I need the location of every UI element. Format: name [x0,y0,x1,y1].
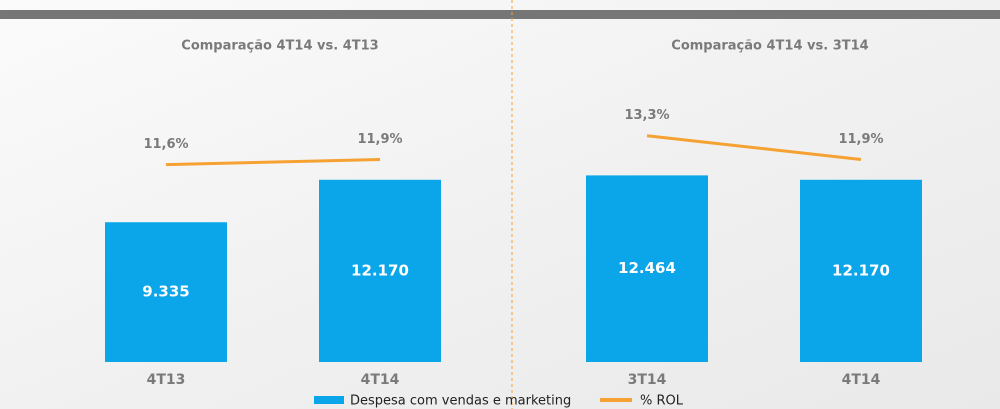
bar [319,179,441,362]
legend-label: % ROL [640,394,684,409]
bar [800,179,922,362]
bar-label: 12.170 [351,261,409,279]
bar [586,175,708,362]
bar [105,222,227,362]
line-label: 13,3% [624,108,669,123]
legend: Despesa com vendas e marketing % ROL [314,394,684,409]
bar-label: 12.170 [832,261,890,279]
bar-label: 9.335 [142,283,189,301]
legend-label: Despesa com vendas e marketing [350,394,571,409]
x-tick-label: 3T14 [628,372,667,388]
bar-label: 12.464 [618,259,676,277]
x-tick-label: 4T13 [147,372,186,388]
chart-title: Comparação 4T14 vs. 4T13 [181,39,378,54]
line-label: 11,9% [838,132,883,147]
line [165,158,381,167]
top-rule [0,10,1000,19]
line [646,134,862,162]
line-label: 11,6% [143,137,188,152]
chart-title: Comparação 4T14 vs. 3T14 [671,39,868,54]
legend-swatch [314,396,344,404]
x-tick-label: 4T14 [842,372,881,388]
x-tick-label: 4T14 [361,372,400,388]
line-label: 11,9% [357,132,402,147]
